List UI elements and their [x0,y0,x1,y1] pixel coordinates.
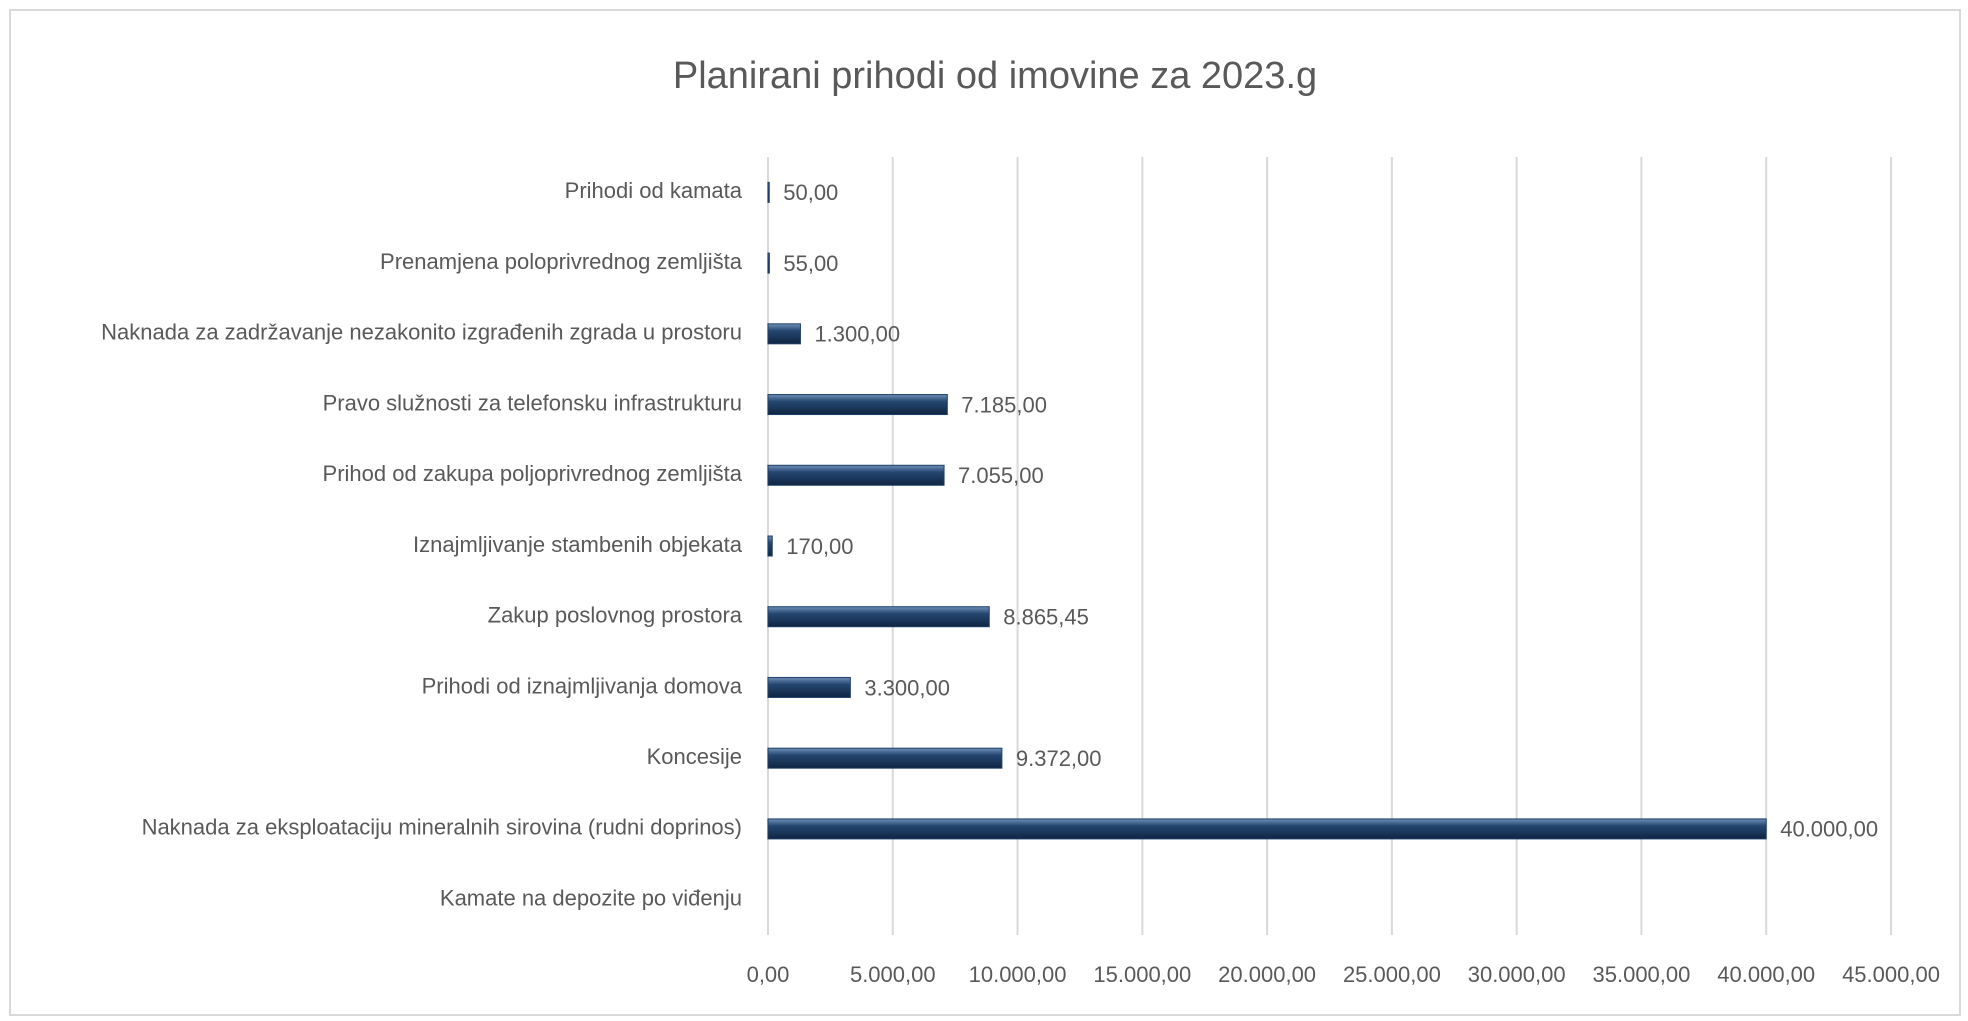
y-tick-label: Naknada za eksploataciju mineralnih siro… [142,815,742,840]
chart-title: Planirani prihodi od imovine za 2023.g [673,55,1317,97]
bar [767,252,770,274]
bar [767,181,770,203]
bar [767,747,1003,769]
bar [767,676,851,698]
data-label: 7.055,00 [958,463,1044,488]
y-tick-label: Kamate na depozite po viđenju [440,885,742,910]
bar [767,606,990,628]
bar [767,818,1767,840]
x-tick-label: 35.000,00 [1593,962,1691,987]
data-label: 55,00 [783,251,838,276]
x-tick-label: 10.000,00 [969,962,1067,987]
x-tick-label: 5.000,00 [850,962,936,987]
data-label: 1.300,00 [814,322,900,347]
x-tick-label: 20.000,00 [1218,962,1316,987]
x-tick-label: 15.000,00 [1093,962,1191,987]
bar [767,394,948,416]
x-tick-label: 30.000,00 [1468,962,1566,987]
x-tick-label: 0,00 [747,962,790,987]
data-label: 8.865,45 [1003,605,1089,630]
x-tick-label: 25.000,00 [1343,962,1441,987]
y-tick-label: Pravo služnosti za telefonsku infrastruk… [323,390,742,415]
y-tick-label: Prihod od zakupa poljoprivrednog zemljiš… [323,461,743,486]
y-tick-label: Naknada za zadržavanje nezakonito izgrađ… [101,320,742,345]
data-label: 3.300,00 [864,675,950,700]
y-tick-label: Prihodi od kamata [565,178,743,203]
data-label: 40.000,00 [1780,817,1878,842]
x-tick-label: 40.000,00 [1717,962,1815,987]
data-label: 9.372,00 [1016,746,1102,771]
bar [767,464,945,486]
y-tick-label: Prihodi od iznajmljivanja domova [422,673,743,698]
bar [767,323,801,345]
data-label: 50,00 [783,180,838,205]
data-label: 7.185,00 [961,392,1047,417]
data-label: 170,00 [786,534,853,559]
bar [767,535,773,557]
y-tick-label: Iznajmljivanje stambenih objekata [413,532,743,557]
y-tick-label: Koncesije [647,744,742,769]
y-tick-label: Zakup poslovnog prostora [488,603,743,628]
x-tick-label: 45.000,00 [1842,962,1940,987]
y-tick-label: Prenamjena poloprivrednog zemljišta [380,249,743,274]
chart-frame [9,9,1961,1016]
